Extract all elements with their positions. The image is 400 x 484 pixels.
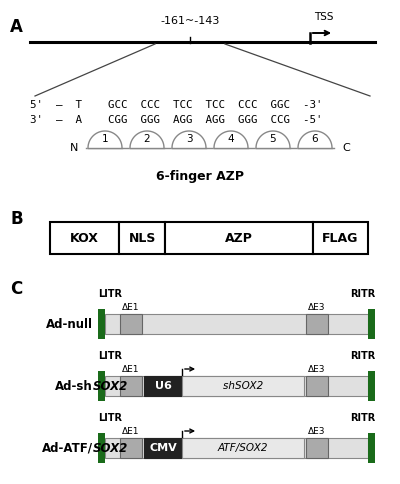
Text: ΔE3: ΔE3 bbox=[308, 303, 326, 312]
Bar bbox=[182, 376, 304, 396]
Bar bbox=[119, 222, 165, 254]
Text: ΔE3: ΔE3 bbox=[308, 427, 326, 436]
Text: AZP: AZP bbox=[225, 231, 253, 244]
Text: 5'  –  T    GCC  CCC  TCC  TCC  CCC  GGC  -3': 5' – T GCC CCC TCC TCC CCC GGC -3' bbox=[30, 100, 322, 110]
Text: CMV: CMV bbox=[149, 443, 177, 453]
Text: LITR: LITR bbox=[98, 351, 122, 361]
Text: U6: U6 bbox=[154, 381, 172, 391]
Text: C: C bbox=[10, 280, 22, 298]
Text: ΔE1: ΔE1 bbox=[122, 427, 140, 436]
Text: A: A bbox=[10, 18, 23, 36]
Text: KOX: KOX bbox=[70, 231, 99, 244]
Text: NLS: NLS bbox=[128, 231, 156, 244]
Text: RITR: RITR bbox=[350, 351, 375, 361]
Text: N: N bbox=[70, 143, 78, 153]
Text: Ad-ATF/: Ad-ATF/ bbox=[42, 441, 93, 454]
Text: LITR: LITR bbox=[98, 289, 122, 299]
Polygon shape bbox=[172, 131, 206, 148]
Bar bbox=[98, 309, 105, 339]
Text: 3'  –  A    CGG  GGG  AGG  AGG  GGG  CCG  -5': 3' – A CGG GGG AGG AGG GGG CCG -5' bbox=[30, 115, 322, 125]
Text: sh​SOX2: sh​SOX2 bbox=[223, 381, 263, 391]
Text: TSS: TSS bbox=[314, 12, 334, 22]
Text: C: C bbox=[342, 143, 350, 153]
Bar bbox=[50, 222, 119, 254]
Bar bbox=[182, 438, 304, 458]
Text: B: B bbox=[10, 210, 23, 228]
Bar bbox=[120, 314, 142, 334]
Text: RITR: RITR bbox=[350, 413, 375, 423]
Text: 6: 6 bbox=[312, 134, 318, 144]
Text: 4: 4 bbox=[228, 134, 234, 144]
Polygon shape bbox=[214, 131, 248, 148]
Bar bbox=[105, 314, 368, 334]
Bar bbox=[368, 309, 375, 339]
Text: ΔE1: ΔE1 bbox=[122, 303, 140, 312]
Text: FLAG: FLAG bbox=[322, 231, 358, 244]
Text: LITR: LITR bbox=[98, 413, 122, 423]
Text: 5: 5 bbox=[270, 134, 276, 144]
Bar bbox=[105, 438, 368, 458]
Text: Ad-sh: Ad-sh bbox=[55, 379, 93, 393]
Polygon shape bbox=[256, 131, 290, 148]
Bar bbox=[368, 433, 375, 463]
Bar bbox=[144, 376, 182, 396]
Bar bbox=[144, 438, 182, 458]
Text: SOX2: SOX2 bbox=[93, 379, 128, 393]
Text: Ad-null: Ad-null bbox=[46, 318, 93, 331]
Text: ΔE1: ΔE1 bbox=[122, 365, 140, 374]
Bar bbox=[368, 371, 375, 401]
Text: 6-finger AZP: 6-finger AZP bbox=[156, 170, 244, 183]
Polygon shape bbox=[130, 131, 164, 148]
Text: ATF/​SOX2: ATF/​SOX2 bbox=[218, 443, 268, 453]
Bar bbox=[306, 376, 328, 396]
Bar bbox=[98, 371, 105, 401]
Bar bbox=[105, 376, 368, 396]
Text: -161~-143: -161~-143 bbox=[160, 16, 220, 26]
Text: RITR: RITR bbox=[350, 289, 375, 299]
Text: 1: 1 bbox=[102, 134, 108, 144]
Bar bbox=[120, 376, 142, 396]
Polygon shape bbox=[88, 131, 122, 148]
Text: 3: 3 bbox=[186, 134, 192, 144]
Bar bbox=[120, 438, 142, 458]
Polygon shape bbox=[298, 131, 332, 148]
Bar bbox=[306, 438, 328, 458]
Text: 2: 2 bbox=[144, 134, 150, 144]
Bar bbox=[306, 314, 328, 334]
Text: SOX2: SOX2 bbox=[93, 441, 128, 454]
Bar bbox=[165, 222, 313, 254]
Bar bbox=[313, 222, 368, 254]
Bar bbox=[98, 433, 105, 463]
Text: ΔE3: ΔE3 bbox=[308, 365, 326, 374]
